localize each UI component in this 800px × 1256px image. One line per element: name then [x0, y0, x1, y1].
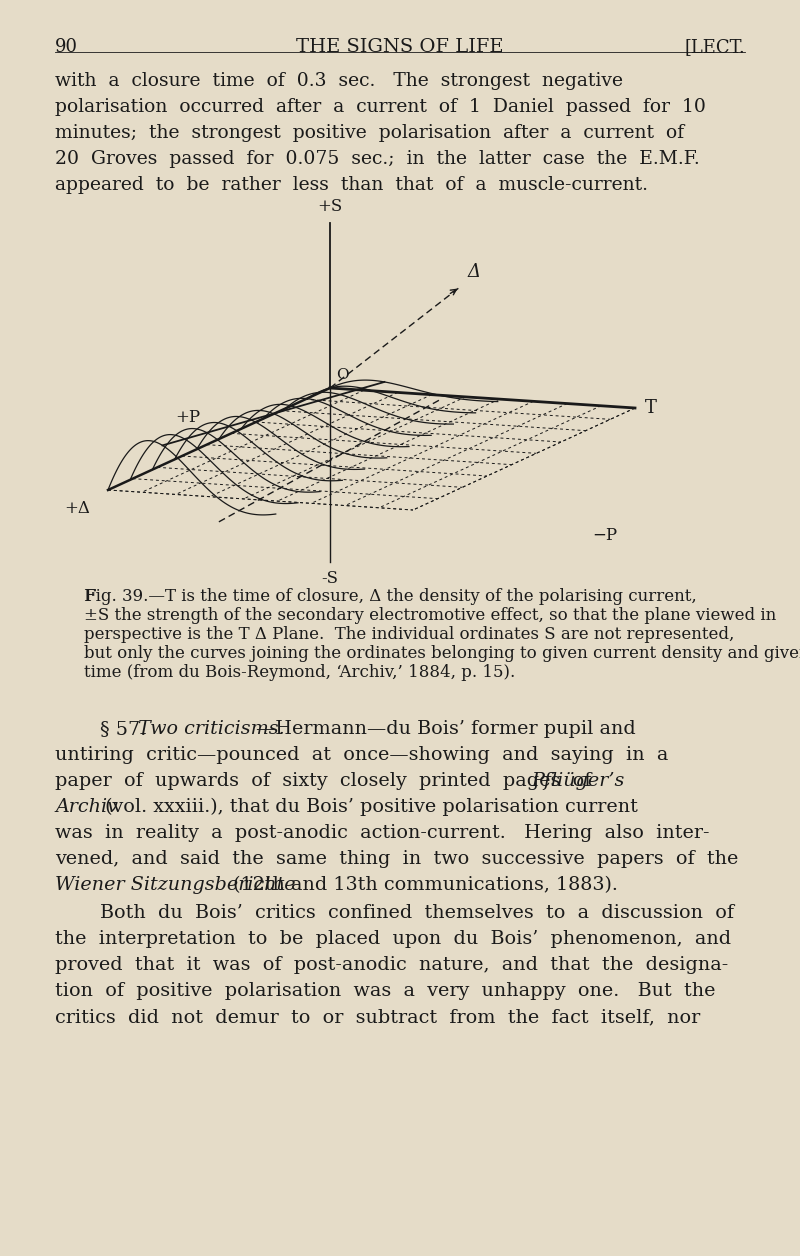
- Text: proved  that  it  was  of  post-anodic  nature,  and  that  the  designa-: proved that it was of post-anodic nature…: [55, 956, 728, 973]
- Text: +Δ: +Δ: [64, 500, 90, 517]
- Text: F: F: [84, 588, 96, 605]
- Text: vened,  and  said  the  same  thing  in  two  successive  papers  of  the: vened, and said the same thing in two su…: [55, 850, 738, 868]
- Text: with  a  closure  time  of  0.3  sec.   The  strongest  negative: with a closure time of 0.3 sec. The stro…: [55, 72, 623, 90]
- Text: but only the curves joining the ordinates belonging to given current density and: but only the curves joining the ordinate…: [84, 646, 800, 662]
- Text: Both  du  Bois’  critics  confined  themselves  to  a  discussion  of: Both du Bois’ critics confined themselve…: [100, 904, 734, 922]
- Text: O: O: [336, 368, 349, 382]
- Text: +S: +S: [318, 198, 342, 215]
- Text: untiring  critic—pounced  at  once—showing  and  saying  in  a: untiring critic—pounced at once—showing …: [55, 746, 668, 764]
- Text: Archiv: Archiv: [55, 798, 118, 816]
- Text: 90: 90: [55, 38, 78, 57]
- Text: Fig. 39.—T is the time of closure, Δ the density of the polarising current,: Fig. 39.—T is the time of closure, Δ the…: [84, 588, 697, 605]
- Text: +P: +P: [175, 409, 200, 427]
- Text: 20  Groves  passed  for  0.075  sec.;  in  the  latter  case  the  E.M.F.: 20 Groves passed for 0.075 sec.; in the …: [55, 149, 700, 168]
- Text: [LECT.: [LECT.: [684, 38, 745, 57]
- Text: tion  of  positive  polarisation  was  a  very  unhappy  one.   But  the: tion of positive polarisation was a very…: [55, 982, 715, 1000]
- Text: (vol. xxxiii.), that du Bois’ positive polarisation current: (vol. xxxiii.), that du Bois’ positive p…: [99, 798, 638, 816]
- Text: perspective is the T Δ Plane.  The individual ordinates S are not represented,: perspective is the T Δ Plane. The indivi…: [84, 625, 734, 643]
- Text: the  interpretation  to  be  placed  upon  du  Bois’  phenomenon,  and: the interpretation to be placed upon du …: [55, 929, 731, 948]
- Text: minutes;  the  strongest  positive  polarisation  after  a  current  of: minutes; the strongest positive polarisa…: [55, 124, 684, 142]
- Text: —Hermann—du Bois’ former pupil and: —Hermann—du Bois’ former pupil and: [256, 720, 636, 739]
- Text: -S: -S: [322, 570, 338, 587]
- Text: ±S the strength of the secondary electromotive effect, so that the plane viewed : ±S the strength of the secondary electro…: [84, 607, 776, 624]
- Text: time (from du Bois-Reymond, ‘Archiv,’ 1884, p. 15).: time (from du Bois-Reymond, ‘Archiv,’ 18…: [84, 664, 515, 681]
- Text: Wiener Sitzungsberichte: Wiener Sitzungsberichte: [55, 875, 296, 894]
- Text: Two criticisms.: Two criticisms.: [138, 720, 285, 739]
- Text: paper  of  upwards  of  sixty  closely  printed  pages  of: paper of upwards of sixty closely printe…: [55, 772, 604, 790]
- Text: Pfliüger’s: Pfliüger’s: [531, 772, 624, 790]
- Text: § 57.: § 57.: [100, 720, 146, 739]
- Text: critics  did  not  demur  to  or  subtract  from  the  fact  itself,  nor: critics did not demur to or subtract fro…: [55, 1009, 700, 1026]
- Text: (12th and 13th communications, 1883).: (12th and 13th communications, 1883).: [227, 875, 618, 894]
- Text: appeared  to  be  rather  less  than  that  of  a  muscle-current.: appeared to be rather less than that of …: [55, 176, 648, 193]
- Text: was  in  reality  a  post-anodic  action-current.   Hering  also  inter-: was in reality a post-anodic action-curr…: [55, 824, 710, 842]
- Text: −P: −P: [592, 526, 617, 544]
- Text: THE SIGNS OF LIFE: THE SIGNS OF LIFE: [296, 38, 504, 57]
- Text: Δ: Δ: [468, 263, 481, 281]
- Text: polarisation  occurred  after  a  current  of  1  Daniel  passed  for  10: polarisation occurred after a current of…: [55, 98, 706, 116]
- Text: T: T: [645, 399, 657, 417]
